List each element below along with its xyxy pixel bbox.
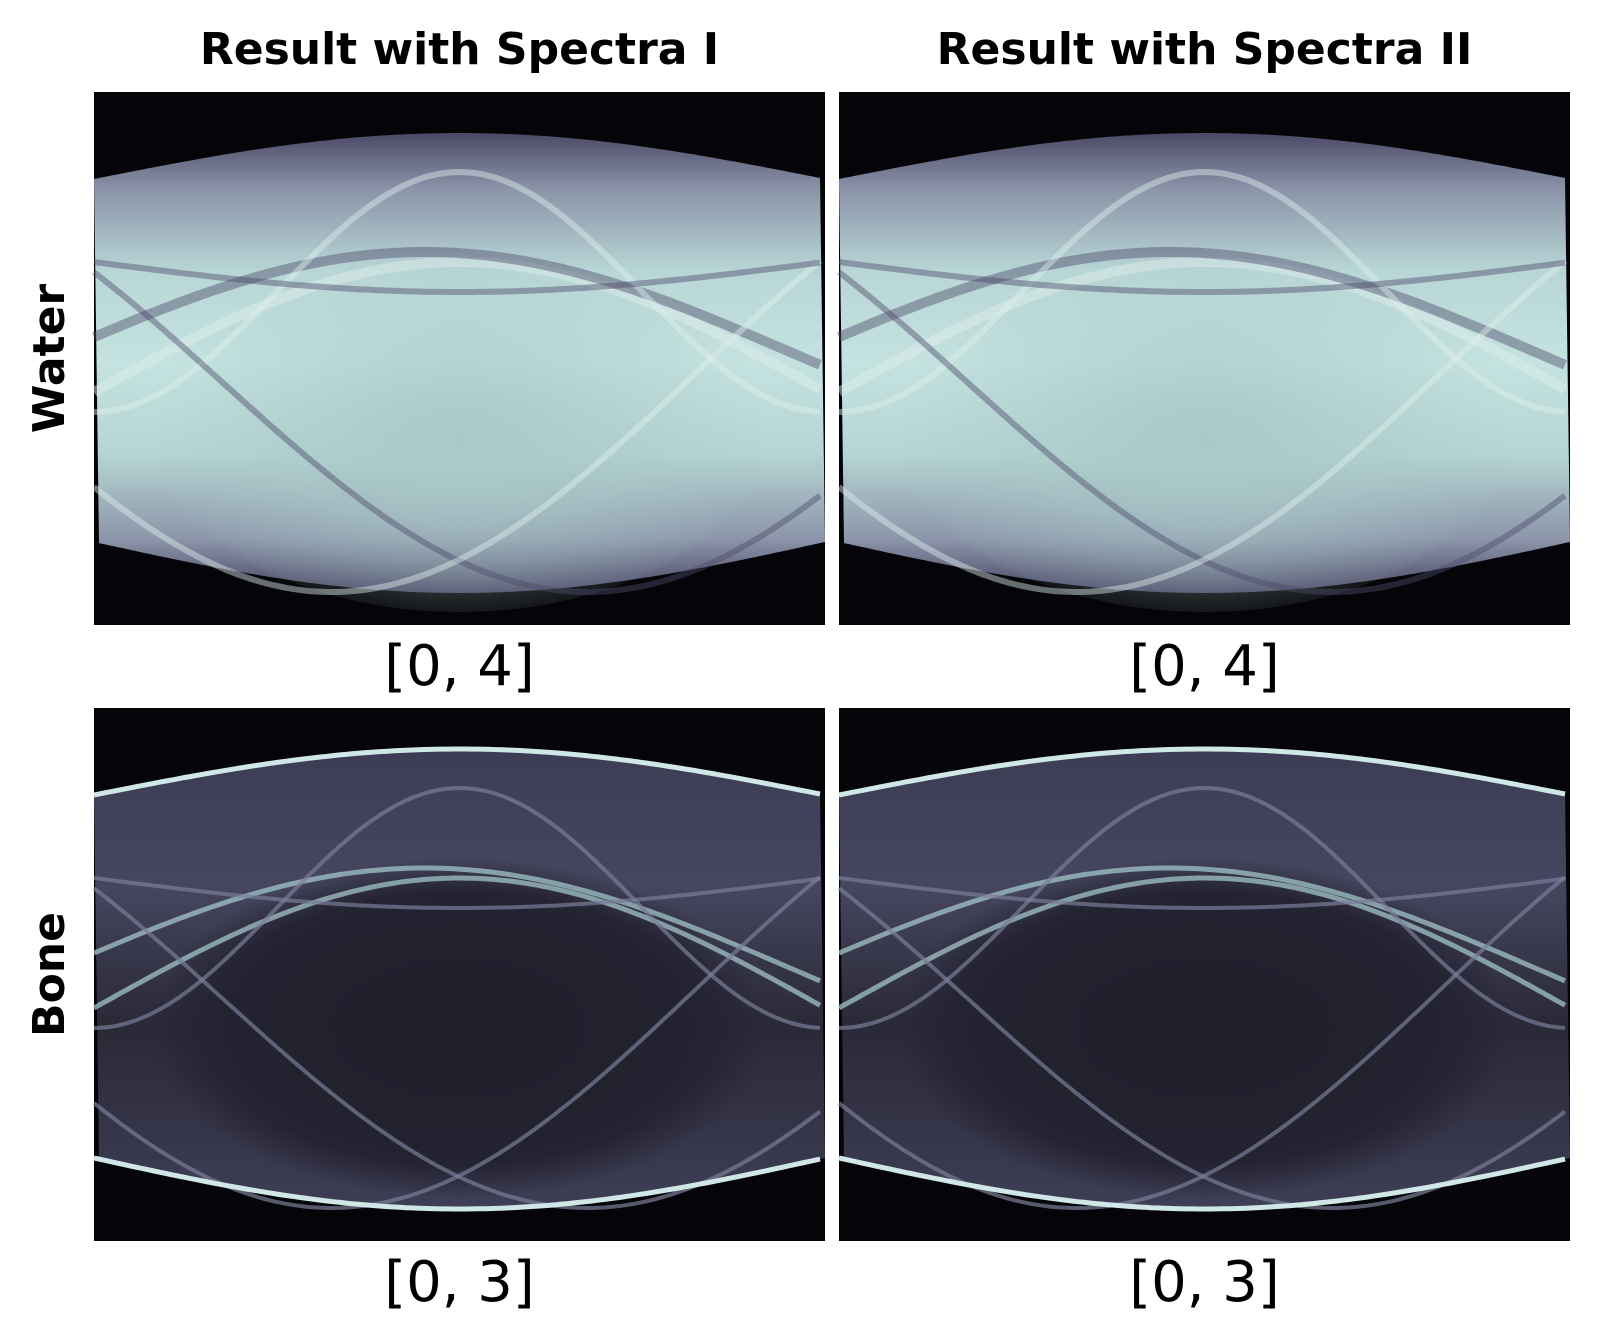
trace [92, 875, 822, 1011]
central-lens [149, 232, 770, 612]
trace [91, 257, 823, 397]
trace [836, 257, 1568, 397]
central-lens [894, 858, 1515, 1198]
trace [837, 875, 1567, 1011]
trace [837, 258, 1567, 595]
bottom-edge [838, 1155, 1566, 1212]
trace [837, 269, 1567, 595]
central-lens [149, 858, 770, 1198]
trace [837, 247, 1567, 370]
bottom-edge [93, 1155, 821, 1212]
trace [92, 269, 822, 595]
row-label: Bone [24, 912, 75, 1037]
trace [838, 168, 1566, 415]
display-range: [0, 3] [1129, 1250, 1280, 1315]
trace [93, 785, 821, 1030]
row-label: Water [24, 284, 75, 434]
trace [92, 247, 822, 370]
top-edge [838, 746, 1566, 798]
trace [838, 259, 1566, 295]
sinogram-panel [92, 708, 825, 1241]
sinogram-panel [837, 708, 1570, 1241]
trace [92, 258, 822, 595]
trace [93, 876, 821, 910]
display-range: [0, 4] [1129, 634, 1280, 699]
display-range: [0, 4] [384, 634, 535, 699]
top-edge [93, 746, 821, 798]
trace [93, 865, 821, 984]
trace [838, 785, 1566, 1030]
trace [93, 259, 821, 295]
sinogram-panel [836, 92, 1570, 625]
trace [838, 865, 1566, 984]
trace [838, 876, 1566, 910]
trace [93, 168, 821, 415]
column-title: Result with Spectra I [200, 24, 719, 75]
column-title: Result with Spectra II [937, 24, 1473, 75]
display-range: [0, 3] [384, 1250, 535, 1315]
sinogram-panel [91, 92, 825, 625]
central-lens [894, 232, 1515, 612]
